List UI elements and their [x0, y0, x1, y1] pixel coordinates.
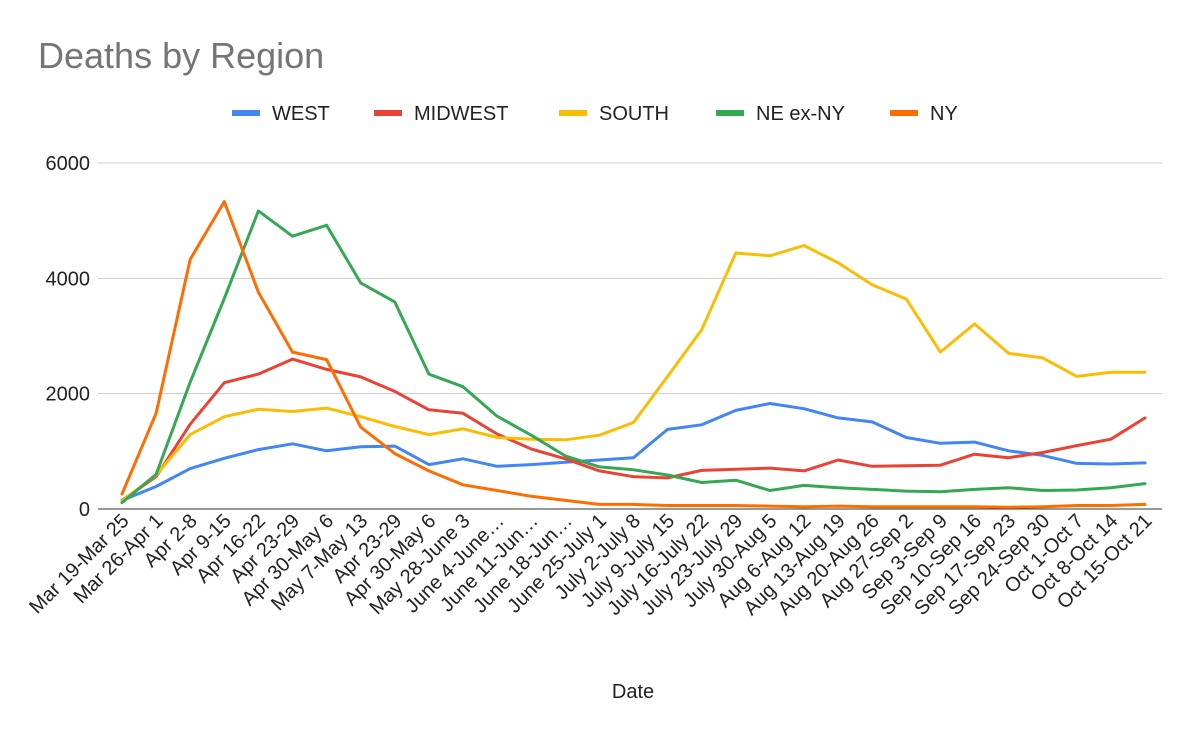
series-line-west [120, 402, 1147, 502]
y-tick-label: 6000 [46, 153, 91, 175]
chart-title: Deaths by Region [38, 35, 324, 76]
legend: WEST MIDWEST SOUTH NE ex-NY NY [232, 103, 958, 125]
legend-label: WEST [272, 103, 330, 125]
y-tick-label: 2000 [46, 384, 91, 406]
x-axis-label: Date [612, 681, 654, 703]
legend-label: NE ex-NY [756, 103, 845, 125]
y-tick-label: 4000 [46, 268, 91, 290]
legend-label: SOUTH [599, 103, 669, 125]
series-line-midwest [120, 357, 1147, 502]
legend-swatch [232, 110, 260, 116]
legend-swatch [890, 110, 918, 116]
series-line-ny [120, 200, 1147, 509]
series-line-ne-ex-ny [120, 209, 1147, 505]
legend-item: MIDWEST [374, 103, 508, 125]
legend-item: NE ex-NY [716, 103, 845, 125]
legend-item: WEST [232, 103, 330, 125]
legend-swatch [716, 110, 744, 116]
grid-lines [98, 162, 1162, 510]
legend-swatch [559, 110, 587, 116]
series-lines [120, 200, 1147, 509]
legend-item: NY [890, 103, 958, 125]
legend-label: NY [930, 103, 958, 125]
legend-swatch [374, 110, 402, 116]
legend-item: SOUTH [559, 103, 669, 125]
legend-label: MIDWEST [414, 103, 508, 125]
y-axis: 0 2000 4000 6000 [46, 153, 91, 521]
series-line-south [120, 244, 1147, 503]
y-tick-label: 0 [79, 499, 90, 521]
